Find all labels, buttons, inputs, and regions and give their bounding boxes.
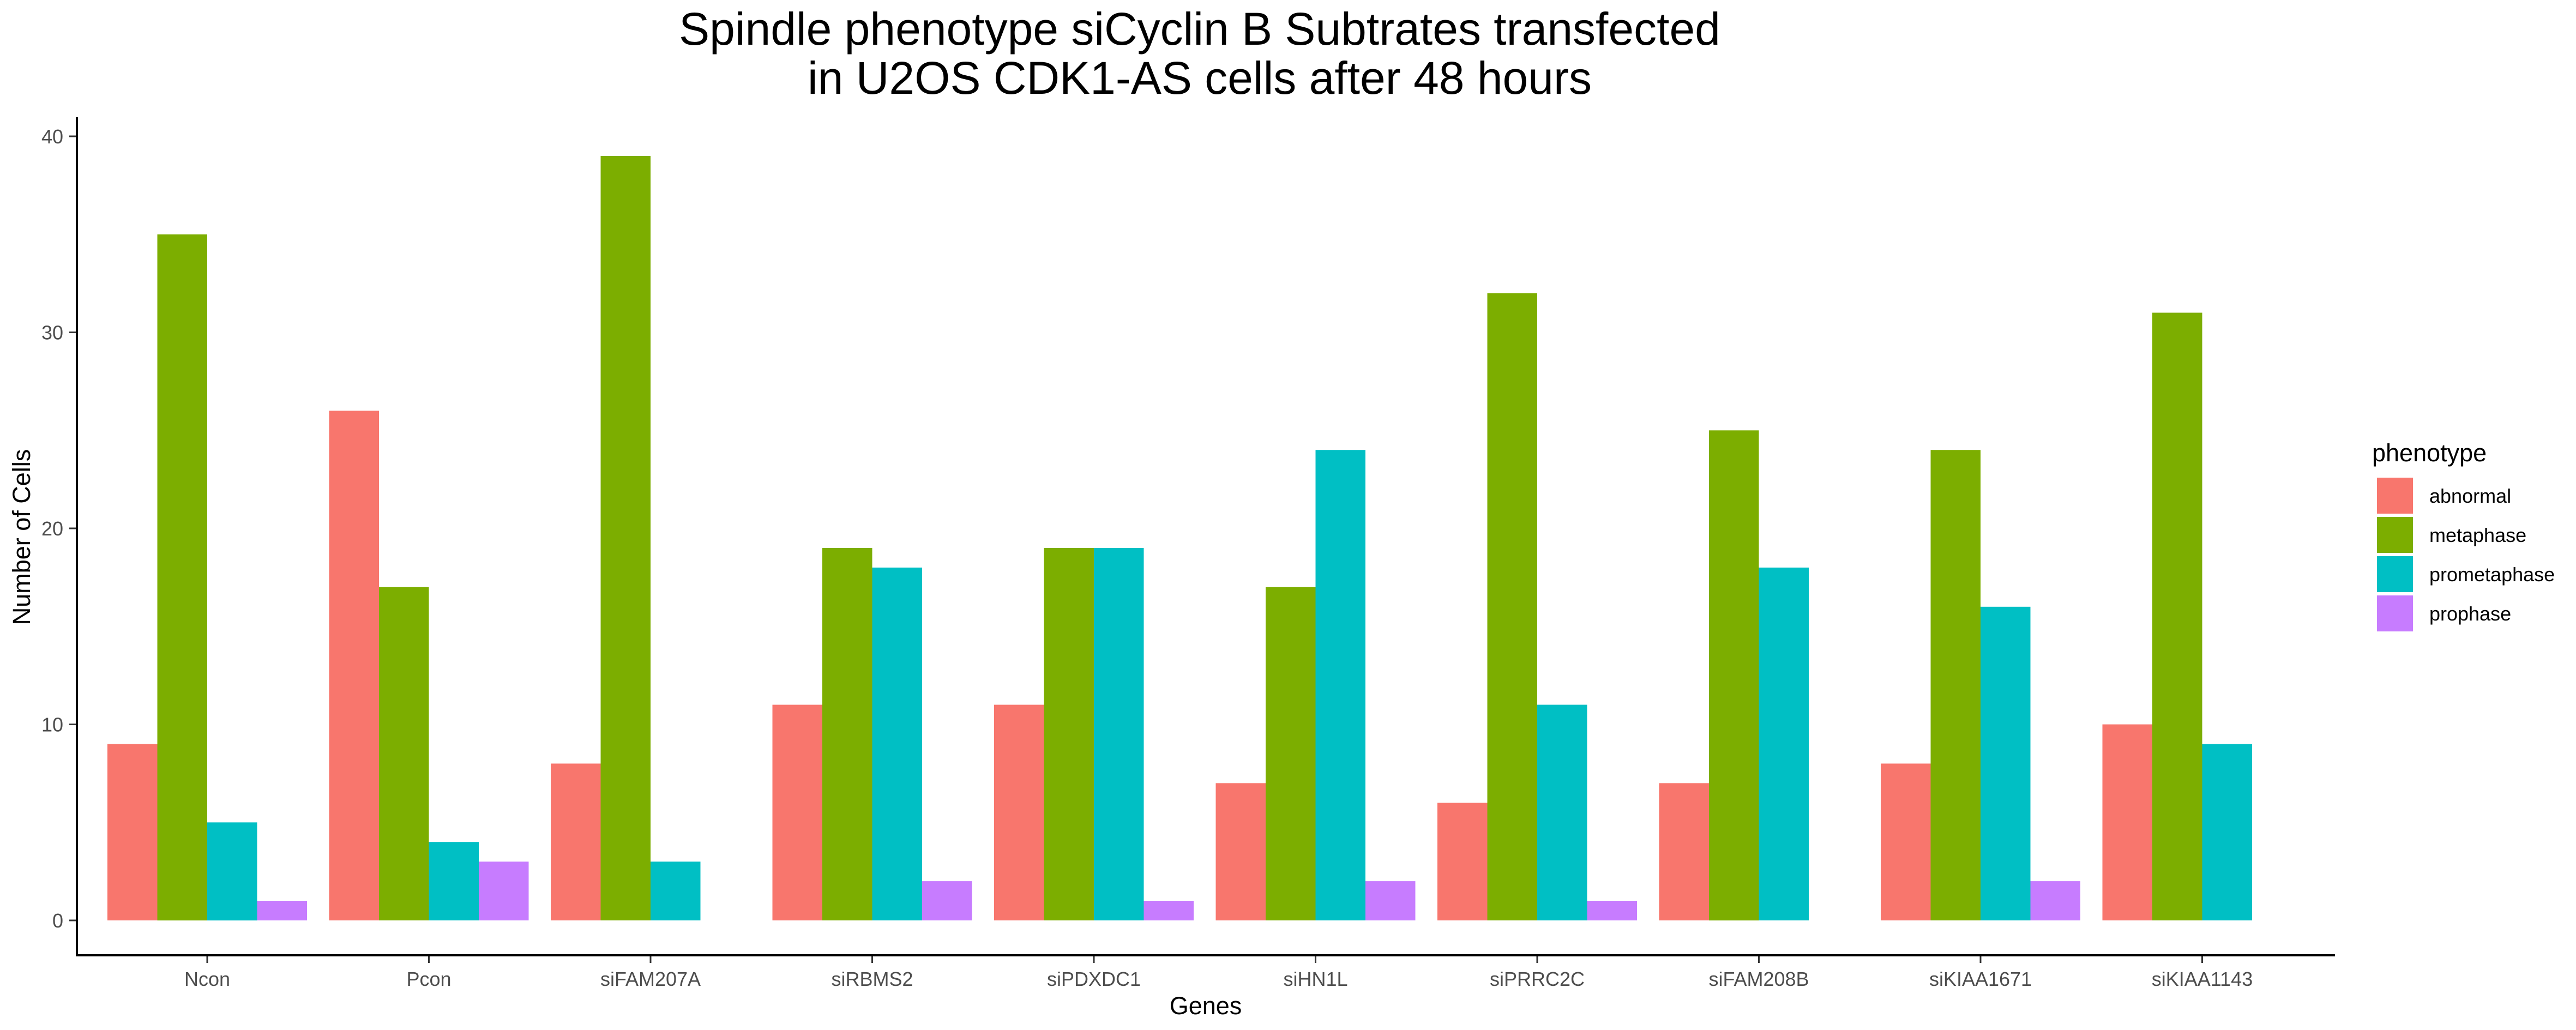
x-tick-label-siKIAA1671: siKIAA1671	[1929, 968, 2032, 990]
bar-Ncon-metaphase	[157, 234, 207, 921]
chart-title-line-2: in U2OS CDK1-AS cells after 48 hours	[808, 52, 1592, 104]
bar-siPDXDC1-metaphase	[1044, 548, 1094, 920]
legend-title: phenotype	[2372, 439, 2487, 467]
bars-layer	[107, 156, 2252, 921]
bar-siFAM207A-metaphase	[600, 156, 651, 920]
x-axis-title: Genes	[1170, 992, 1242, 1020]
bar-Pcon-abnormal	[329, 411, 379, 920]
x-tick-label-siKIAA1143: siKIAA1143	[2152, 968, 2253, 990]
legend: abnormal metaphase prometaphase prophase	[2377, 478, 2555, 631]
x-tick-label-siFAM208B: siFAM208B	[1708, 968, 1809, 990]
bar-siKIAA1671-abnormal	[1881, 763, 1931, 920]
bar-siKIAA1671-prometaphase	[1981, 606, 2031, 920]
bar-siRBMS2-prophase	[922, 881, 972, 920]
bar-siPRRC2C-prophase	[1587, 901, 1637, 920]
bar-siPDXDC1-abnormal	[994, 704, 1044, 920]
bar-siFAM207A-prometaphase	[651, 862, 701, 920]
bar-Pcon-prophase	[479, 862, 529, 920]
legend-label-prophase: prophase	[2429, 603, 2511, 625]
bar-siFAM208B-abnormal	[1659, 783, 1709, 920]
bar-siFAM207A-abnormal	[551, 763, 601, 920]
y-tick-label-30: 30	[41, 322, 63, 344]
x-axis-ticks: Ncon Pcon siFAM207A siRBMS2 siPDXDC1 siHN1L si…	[184, 955, 2253, 990]
bar-siRBMS2-prometaphase	[872, 567, 922, 920]
bar-siHN1L-prophase	[1365, 881, 1416, 920]
bar-siKIAA1671-metaphase	[1930, 450, 1981, 920]
bar-siPRRC2C-metaphase	[1487, 293, 1537, 920]
legend-label-metaphase: metaphase	[2429, 524, 2526, 546]
legend-label-abnormal: abnormal	[2429, 485, 2511, 507]
bar-Ncon-prophase	[257, 901, 307, 920]
x-tick-label-Ncon: Ncon	[184, 968, 230, 990]
x-tick-label-Pcon: Pcon	[406, 968, 451, 990]
y-tick-label-10: 10	[41, 714, 63, 736]
bar-siKIAA1671-prophase	[2030, 881, 2080, 920]
bar-siPRRC2C-prometaphase	[1537, 704, 1587, 920]
y-axis-ticks: 0 10 20 30 40	[41, 125, 77, 932]
legend-swatch-abnormal	[2377, 478, 2413, 514]
bar-Pcon-metaphase	[379, 587, 429, 920]
chart-title-line-1: Spindle phenotype siCyclin B Subtrates t…	[679, 3, 1720, 55]
x-tick-label-siHN1L: siHN1L	[1283, 968, 1347, 990]
bar-siPDXDC1-prophase	[1143, 901, 1194, 920]
bar-siPDXDC1-prometaphase	[1094, 548, 1144, 920]
bar-siRBMS2-abnormal	[772, 704, 822, 920]
bar-siHN1L-prometaphase	[1315, 450, 1365, 920]
bar-siKIAA1143-metaphase	[2152, 312, 2202, 920]
bar-Ncon-prometaphase	[207, 822, 257, 921]
bar-siHN1L-metaphase	[1266, 587, 1316, 920]
x-tick-label-siPDXDC1: siPDXDC1	[1047, 968, 1141, 990]
legend-swatch-prophase	[2377, 595, 2413, 631]
bar-siFAM208B-metaphase	[1709, 430, 1759, 921]
bar-siPRRC2C-abnormal	[1437, 803, 1488, 920]
bar-siKIAA1143-abnormal	[2102, 724, 2152, 920]
y-tick-label-40: 40	[41, 125, 63, 148]
bar-siRBMS2-metaphase	[822, 548, 872, 920]
legend-label-prometaphase: prometaphase	[2429, 563, 2555, 586]
x-tick-label-siFAM207A: siFAM207A	[600, 968, 701, 990]
legend-swatch-metaphase	[2377, 517, 2413, 553]
x-tick-label-siPRRC2C: siPRRC2C	[1490, 968, 1585, 990]
bar-siHN1L-abnormal	[1215, 783, 1266, 920]
legend-swatch-prometaphase	[2377, 556, 2413, 592]
y-axis-title: Number of Cells	[8, 449, 35, 625]
y-tick-label-0: 0	[52, 909, 63, 932]
bar-siKIAA1143-prometaphase	[2202, 744, 2252, 920]
x-tick-label-siRBMS2: siRBMS2	[831, 968, 913, 990]
bar-Pcon-prometaphase	[429, 842, 479, 920]
bar-Ncon-abnormal	[107, 744, 158, 920]
y-tick-label-20: 20	[41, 517, 63, 540]
bar-siFAM208B-prometaphase	[1759, 567, 1809, 920]
